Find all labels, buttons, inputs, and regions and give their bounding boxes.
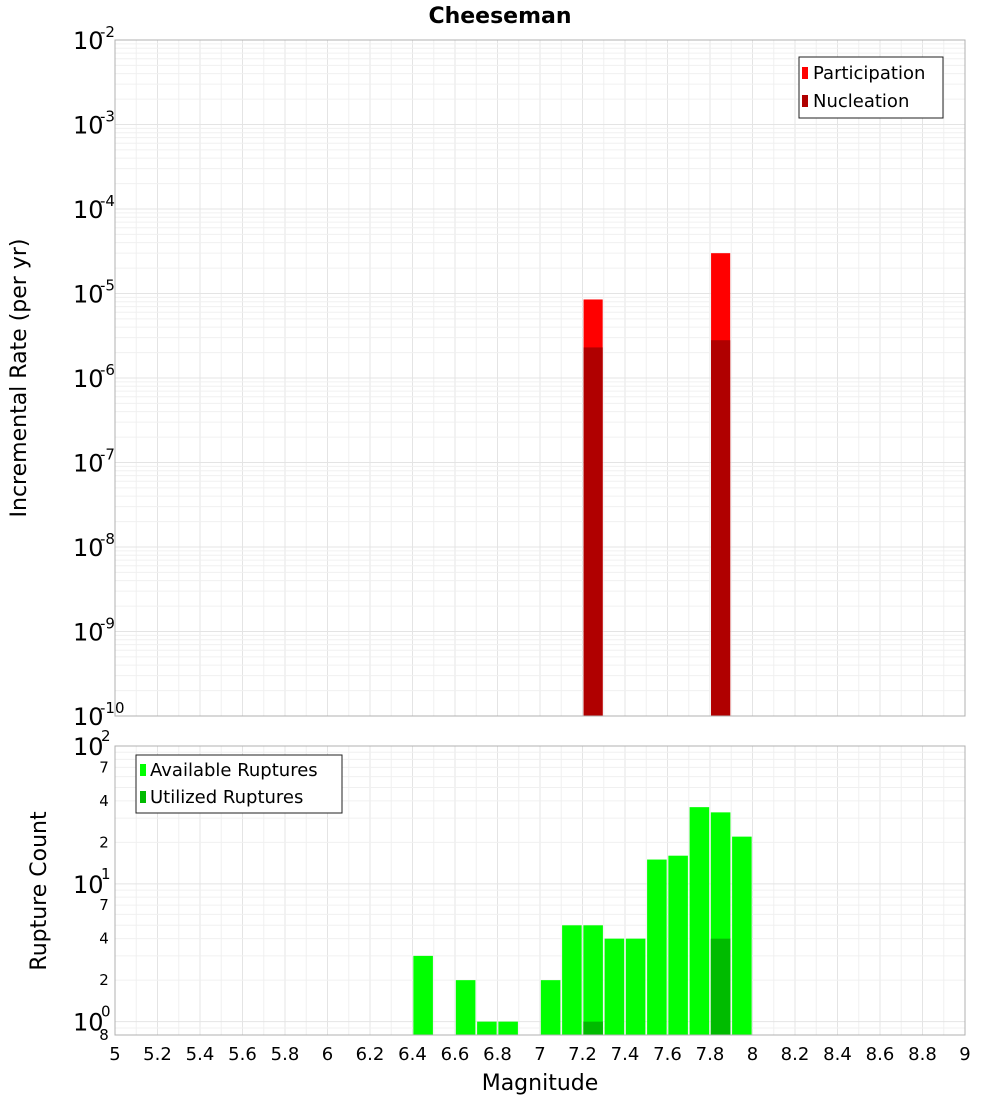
y-tick-minor-label: 4 bbox=[99, 930, 109, 948]
x-tick-label: 5.6 bbox=[228, 1044, 257, 1065]
legend-label-participation: Participation bbox=[813, 63, 925, 84]
y-tick-label: 10 bbox=[73, 112, 104, 140]
y-tick-label-exponent: 1 bbox=[101, 865, 111, 883]
y-tick-label: 10 bbox=[73, 871, 104, 899]
bar-nucleation bbox=[711, 340, 731, 716]
legend-swatch-participation bbox=[802, 67, 808, 79]
bottom-x-ticks: 5 5.2 5.4 5.6 5.8 6 6.2 6.4 6.6 6.8 7 7.2 7.4 7.6 7.8 8… bbox=[109, 1044, 970, 1065]
y-tick-label: 10 bbox=[73, 196, 104, 224]
x-tick-label: 5.8 bbox=[271, 1044, 300, 1065]
x-tick-label: 5.2 bbox=[143, 1044, 172, 1065]
x-tick-label: 7 bbox=[534, 1044, 545, 1065]
x-tick-label: 7.8 bbox=[696, 1044, 725, 1065]
top-grid bbox=[114, 40, 966, 717]
y-tick-minor-label: 8 bbox=[99, 1026, 109, 1044]
bar-available-ruptures bbox=[413, 955, 433, 1035]
legend-swatch-utilized bbox=[140, 791, 146, 803]
y-tick-label: 10 bbox=[73, 534, 104, 562]
bottom-bars bbox=[413, 807, 752, 1035]
y-tick-label-exponent: -10 bbox=[100, 699, 125, 717]
top-y-axis-label: Incremental Rate (per yr) bbox=[7, 239, 32, 518]
legend-label-available: Available Ruptures bbox=[150, 760, 318, 781]
bar-available-ruptures bbox=[455, 980, 476, 1035]
bar-available-ruptures bbox=[498, 1021, 518, 1035]
y-tick-label-exponent: -6 bbox=[100, 361, 115, 379]
y-tick-label-exponent: 0 bbox=[101, 1003, 111, 1021]
top-y-ticks: 10-210-310-410-510-610-710-810-910-10 bbox=[73, 23, 125, 731]
bar-available-ruptures bbox=[689, 807, 710, 1035]
y-tick-label: 10 bbox=[73, 27, 104, 55]
y-tick-label: 10 bbox=[73, 450, 104, 478]
bar-available-ruptures bbox=[562, 925, 582, 1035]
x-tick-label: 8.2 bbox=[781, 1044, 810, 1065]
y-tick-label: 10 bbox=[73, 733, 104, 761]
y-tick-label: 10 bbox=[73, 365, 104, 393]
bar-available-ruptures bbox=[625, 938, 646, 1035]
x-tick-label: 6.2 bbox=[356, 1044, 385, 1065]
x-tick-label: 9 bbox=[959, 1044, 970, 1065]
x-tick-label: 7.2 bbox=[568, 1044, 597, 1065]
x-tick-label: 6.8 bbox=[483, 1044, 512, 1065]
y-tick-label-exponent: 2 bbox=[101, 727, 111, 745]
top-legend-box bbox=[798, 56, 944, 119]
bar-available-ruptures bbox=[604, 938, 625, 1035]
bar-nucleation bbox=[583, 347, 603, 716]
x-tick-label: 6.4 bbox=[398, 1044, 427, 1065]
bar-available-ruptures bbox=[647, 859, 667, 1035]
x-tick-label: 8 bbox=[747, 1044, 758, 1065]
bar-available-ruptures bbox=[732, 836, 752, 1035]
y-tick-label-exponent: -4 bbox=[100, 192, 115, 210]
bottom-legend-box bbox=[135, 754, 343, 814]
y-tick-label: 10 bbox=[73, 619, 104, 647]
y-tick-label: 10 bbox=[73, 703, 104, 731]
x-tick-label: 8.4 bbox=[823, 1044, 852, 1065]
legend-swatch-available bbox=[140, 764, 146, 776]
x-axis-label: Magnitude bbox=[482, 1071, 599, 1096]
x-tick-label: 6.6 bbox=[441, 1044, 470, 1065]
x-tick-label: 8.8 bbox=[908, 1044, 937, 1065]
x-tick-label: 7.4 bbox=[611, 1044, 640, 1065]
x-tick-label: 7.6 bbox=[653, 1044, 682, 1065]
bar-available-ruptures bbox=[477, 1021, 497, 1035]
top-bars bbox=[583, 253, 731, 716]
x-tick-label: 6 bbox=[322, 1044, 333, 1065]
legend-swatch-nucleation bbox=[802, 95, 808, 107]
y-tick-minor-label: 4 bbox=[99, 792, 109, 810]
y-tick-label: 10 bbox=[73, 281, 104, 309]
y-tick-label-exponent: -7 bbox=[100, 446, 115, 464]
bottom-y-axis-label: Rupture Count bbox=[27, 811, 52, 971]
y-tick-minor-label: 2 bbox=[99, 971, 109, 989]
bar-available-ruptures bbox=[668, 855, 688, 1035]
x-tick-label: 5.4 bbox=[186, 1044, 215, 1065]
bottom-legend: Available Ruptures Utilized Ruptures bbox=[135, 754, 343, 814]
y-tick-label-exponent: -9 bbox=[100, 615, 115, 633]
legend-label-utilized: Utilized Ruptures bbox=[150, 787, 303, 808]
top-plot-frame bbox=[114, 39, 966, 717]
y-tick-label-exponent: -3 bbox=[100, 108, 115, 126]
y-tick-minor-label: 7 bbox=[99, 896, 109, 914]
chart-title: Cheeseman bbox=[428, 4, 571, 29]
x-tick-label: 8.6 bbox=[866, 1044, 895, 1065]
x-tick-label: 5 bbox=[109, 1044, 120, 1065]
y-tick-label: 10 bbox=[73, 1009, 104, 1037]
bar-utilized-ruptures bbox=[583, 1021, 603, 1035]
bar-utilized-ruptures bbox=[710, 938, 731, 1035]
y-tick-minor-label: 2 bbox=[99, 833, 109, 851]
bottom-plot-frame bbox=[114, 745, 966, 1036]
top-legend: Participation Nucleation bbox=[798, 56, 944, 119]
y-tick-label-exponent: -2 bbox=[100, 23, 115, 41]
legend-label-nucleation: Nucleation bbox=[813, 91, 909, 112]
bar-available-ruptures bbox=[540, 980, 561, 1035]
y-tick-label-exponent: -8 bbox=[100, 530, 115, 548]
bar-available-ruptures bbox=[583, 925, 603, 1035]
y-tick-label-exponent: -5 bbox=[100, 277, 115, 295]
y-tick-minor-label: 7 bbox=[99, 758, 109, 776]
